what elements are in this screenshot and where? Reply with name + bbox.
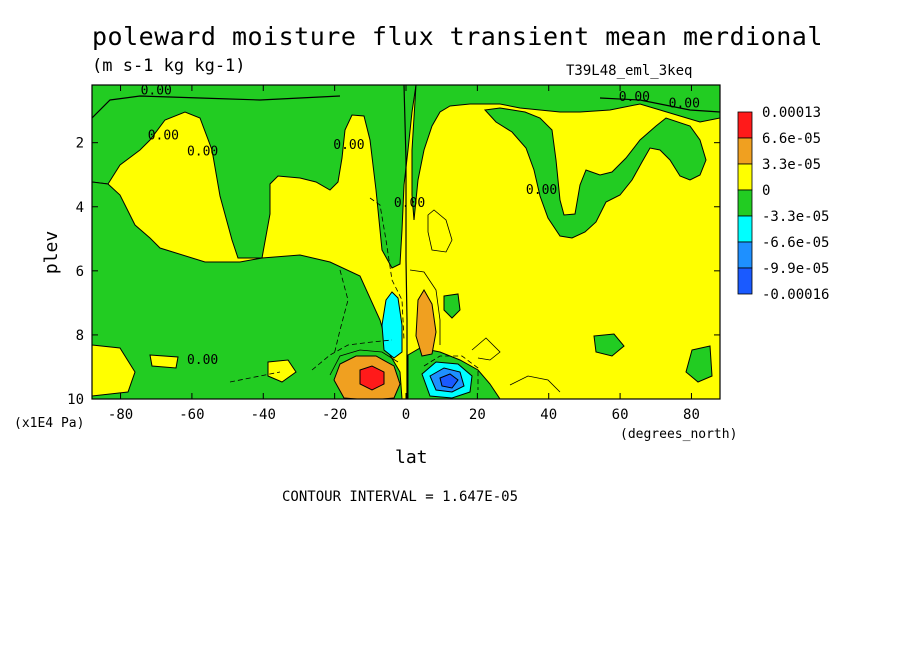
colorbar-swatch [737, 267, 753, 295]
contour-dashed-1 [369, 197, 405, 341]
contour-solid-2 [409, 269, 441, 345]
fill-red-core [359, 365, 385, 391]
fill-yellow-island-3 [267, 359, 297, 383]
x-tick-label: -60 [179, 407, 204, 423]
colorbar-swatch [737, 241, 753, 269]
colorbar-label: 6.6e-05 [762, 131, 821, 147]
y-tick-label: 4 [76, 200, 84, 216]
contour-label: 0.00 [669, 96, 700, 111]
colorbar-label: 0.00013 [762, 105, 821, 121]
x-tick-label: 60 [612, 407, 629, 423]
colorbar-label: -6.6e-05 [762, 235, 829, 251]
y-axis: 2 4 6 8 10 [67, 136, 720, 408]
y-tick-label: 10 [67, 392, 84, 408]
fill-orange-north [415, 289, 437, 357]
fill-green-north-mid [483, 107, 707, 239]
x-tick-label: 80 [683, 407, 700, 423]
chart-title: poleward moisture flux transient mean me… [92, 22, 823, 51]
y-axis-label: plev [41, 230, 63, 275]
fill-green-island-n1 [443, 293, 461, 319]
contour-solid-4 [509, 375, 561, 393]
colorbar-label: 3.3e-05 [762, 157, 821, 173]
fill-green-north-top [411, 85, 720, 221]
x-axis: -80 -60 -40 -20 0 20 40 60 80 [108, 85, 700, 423]
contour-label: 0.00 [187, 144, 218, 159]
y-tick-label: 2 [76, 136, 84, 152]
contour-label: 0.00 [394, 196, 425, 211]
x-tick-label: 40 [540, 407, 557, 423]
colorbar-swatch [737, 189, 753, 217]
x-tick-label: 0 [402, 407, 410, 423]
x-units-label: (degrees_north) [620, 427, 738, 442]
x-tick-label: 20 [469, 407, 486, 423]
x-tick-label: -40 [251, 407, 276, 423]
contour-label: 0.00 [148, 128, 179, 143]
contour-dashed-3 [311, 339, 393, 371]
y-tick-label: 8 [76, 328, 84, 344]
contour-label: 0.00 [187, 353, 218, 368]
line-contours [92, 85, 720, 399]
contour-solid-3 [471, 337, 501, 361]
contour-dashed-2 [333, 269, 349, 356]
contour-zero-equator [403, 85, 408, 399]
colorbar-label: -9.9e-05 [762, 261, 829, 277]
run-label: T39L48_eml_3keq [566, 63, 693, 79]
colorbar-swatch [737, 163, 753, 191]
contour-solid-1 [427, 209, 453, 253]
colorbar-swatch [737, 137, 753, 165]
fill-cyan-tongue [381, 291, 403, 359]
y-tick-label: 6 [76, 264, 84, 280]
contour-zero-top-north [599, 97, 720, 113]
fill-yellow-island-2 [149, 354, 179, 369]
contour-zero-top-south [92, 95, 341, 119]
contour-label: 0.00 [619, 90, 650, 105]
fill-green-south-lower [92, 181, 403, 399]
contour-labels: 0.00 0.00 0.00 0.00 0.00 0.00 0.00 0.00 0.00 [141, 84, 700, 368]
contour-solid-5 [329, 349, 399, 376]
y-scale-note: (x1E4 Pa) [14, 416, 85, 431]
colorbar: 0.00013 6.6e-05 3.3e-05 0 -3.3e-05 -6.6e-05 -9… [737, 105, 829, 303]
colorbar-label: -0.00016 [762, 287, 829, 303]
colorbar-swatch [737, 111, 753, 139]
contour-fills [92, 85, 720, 399]
fill-green-island-n3 [685, 345, 713, 383]
contour-interval-text: CONTOUR INTERVAL = 1.647E-05 [282, 489, 519, 505]
contour-dashed-5 [423, 355, 479, 390]
fill-green-island-n2 [593, 333, 625, 357]
fill-darkblue-core [439, 373, 459, 389]
colorbar-swatch [737, 215, 753, 243]
colorbar-label: -3.3e-05 [762, 209, 829, 225]
contour-label: 0.00 [526, 183, 557, 198]
fill-green-south [92, 85, 417, 269]
contour-dashed-4 [229, 371, 281, 383]
x-tick-label: -80 [108, 407, 133, 423]
x-tick-label: -20 [322, 407, 347, 423]
x-axis-label: lat [395, 447, 428, 468]
colorbar-label: 0 [762, 183, 770, 199]
fill-yellow-island-1 [92, 344, 136, 397]
chart-subtitle: (m s-1 kg kg-1) [92, 56, 246, 76]
contour-label: 0.00 [333, 138, 364, 153]
contour-label: 0.00 [141, 84, 172, 99]
